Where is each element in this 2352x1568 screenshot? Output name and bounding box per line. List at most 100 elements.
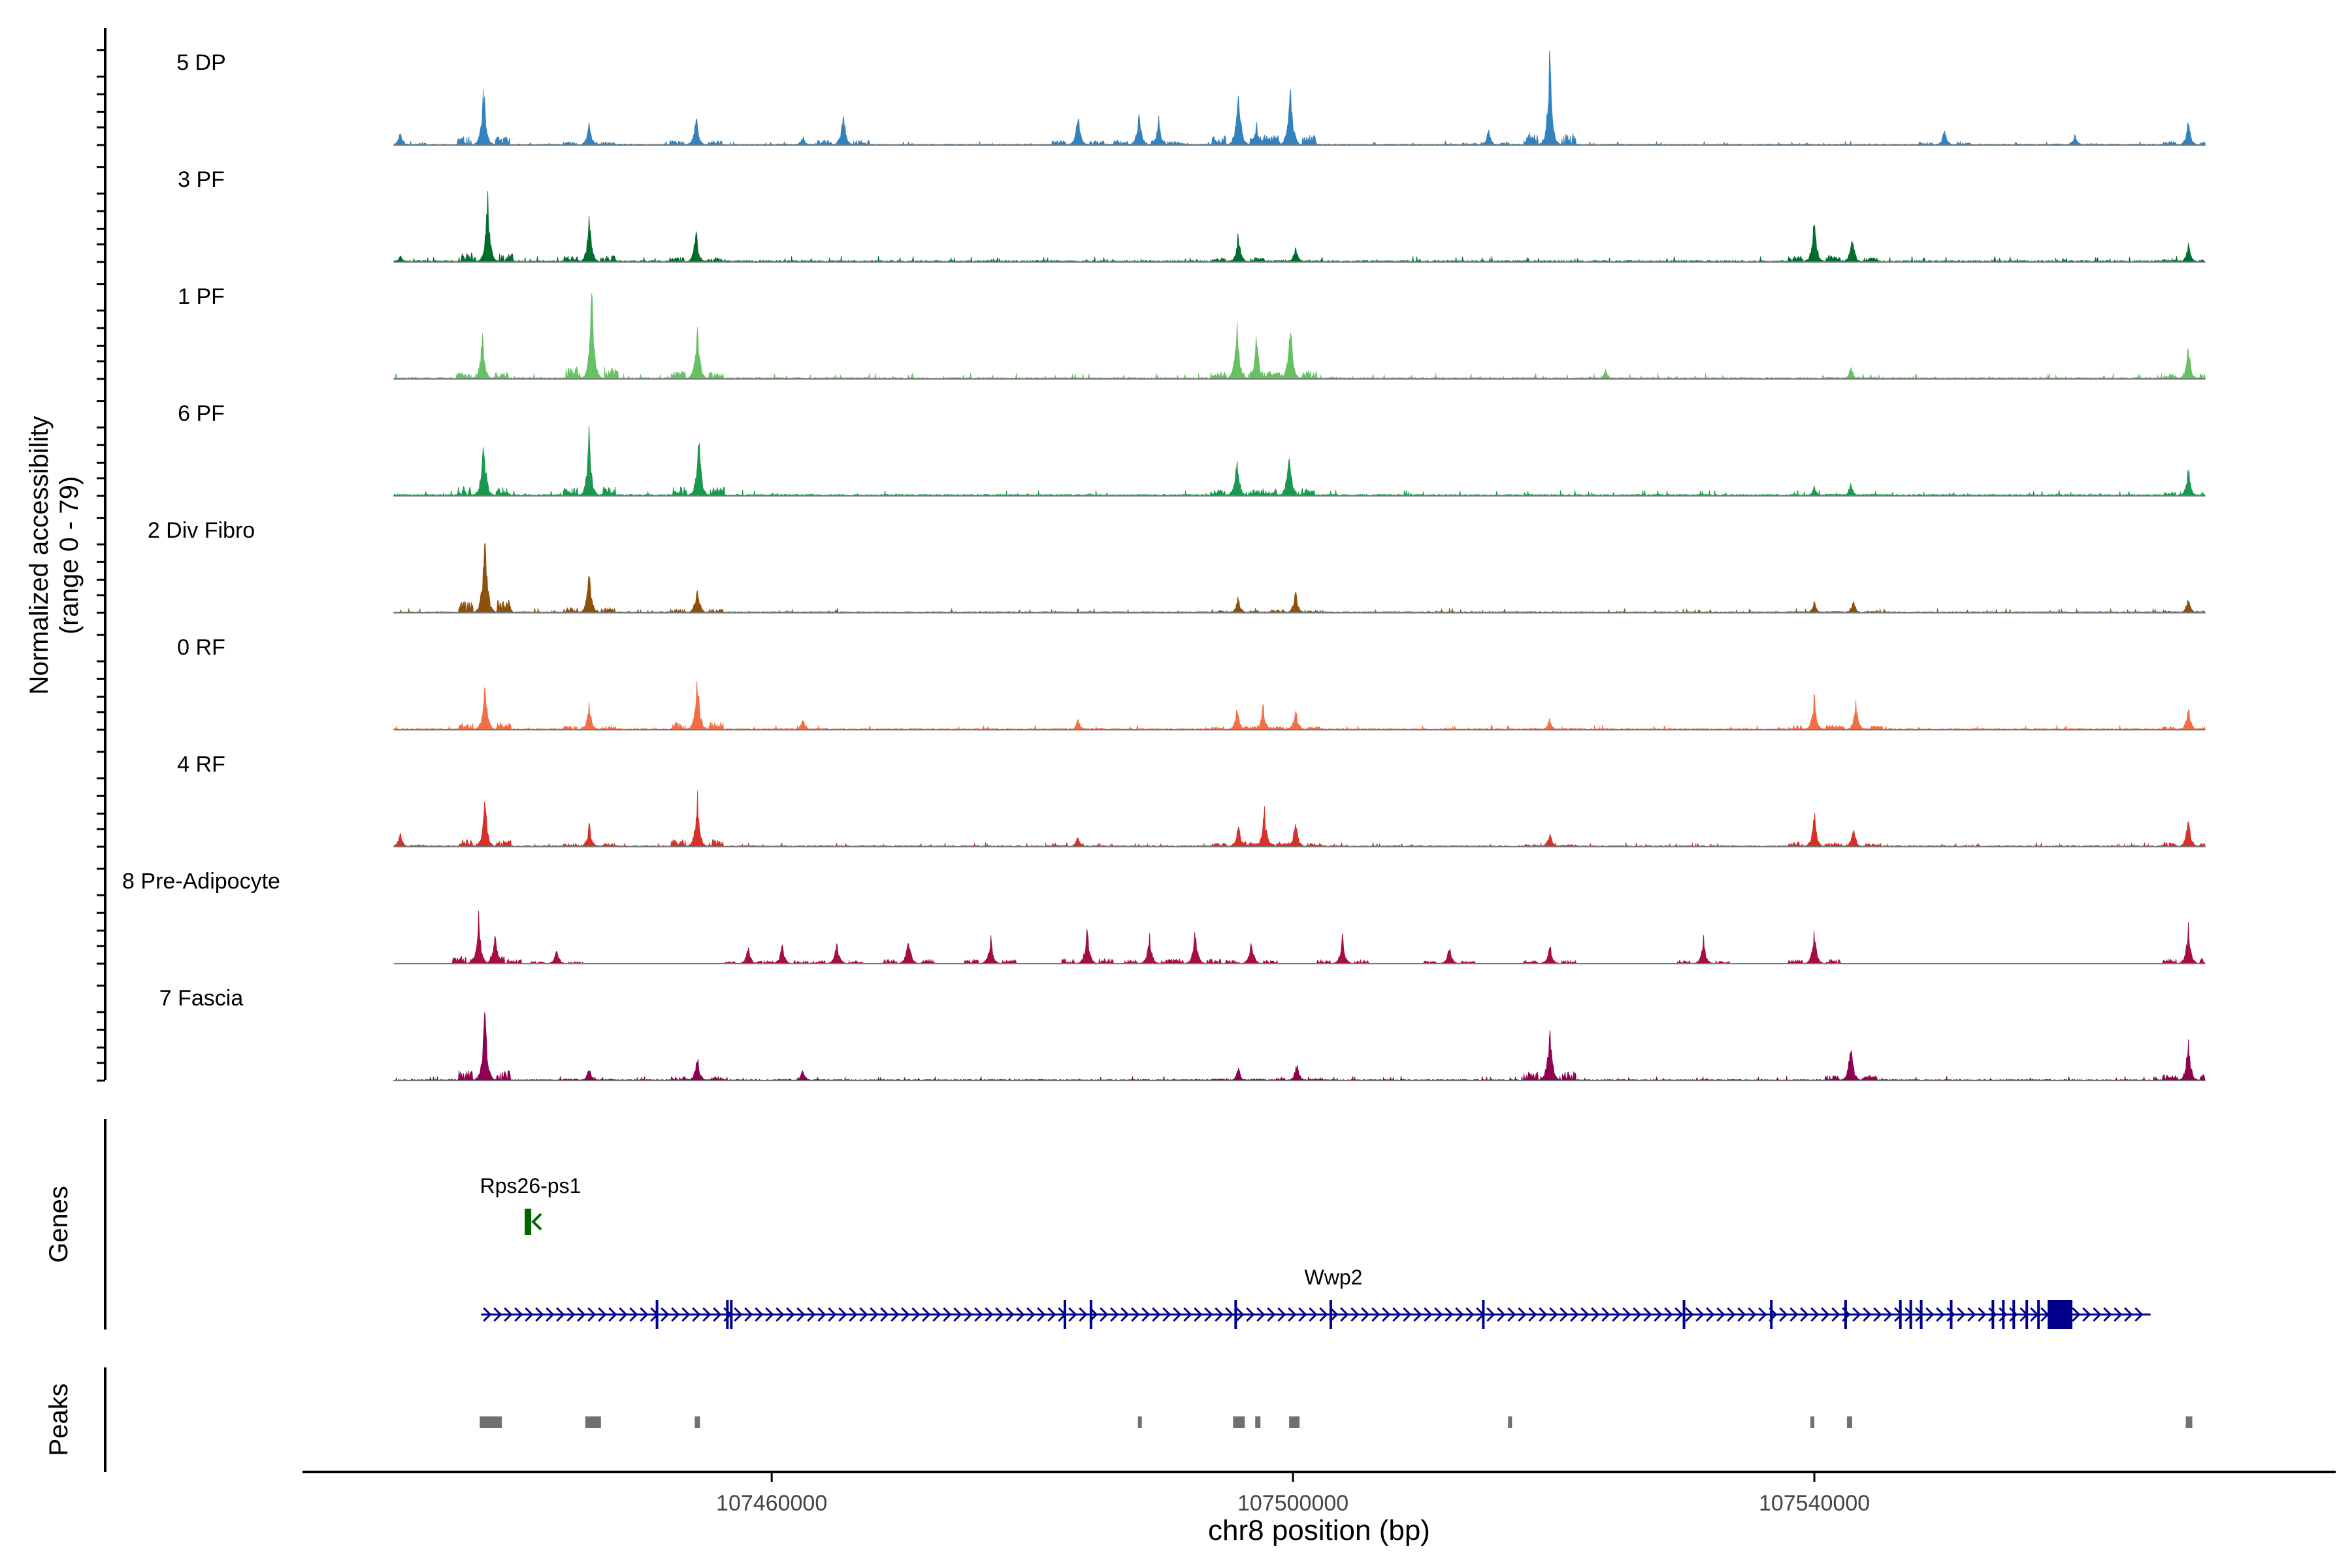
gene-exon [2012, 1300, 2016, 1329]
gene-strand-arrow [2114, 1307, 2123, 1322]
gene-strand-arrow [566, 1307, 576, 1322]
gene-strand-arrow [1831, 1307, 1840, 1322]
gene-strand-arrow [1068, 1307, 1077, 1322]
gene-strand-arrow [953, 1307, 962, 1322]
peak-region [1846, 1416, 1852, 1428]
gene-strand-arrow [1340, 1307, 1349, 1322]
gene-strand-arrow [608, 1307, 617, 1322]
gene-strand-arrow [2124, 1307, 2133, 1322]
gene-strand-arrow [943, 1307, 952, 1322]
gene-strand-arrow [734, 1307, 743, 1322]
gene-strand-arrow [1079, 1307, 1088, 1322]
peak-region [1810, 1416, 1815, 1428]
gene-strand-arrow [514, 1307, 523, 1322]
gene-exon [1770, 1300, 1773, 1329]
gene-strand-arrow [1852, 1307, 1861, 1322]
gene-strand-arrow [786, 1307, 795, 1322]
gene-exon [726, 1300, 729, 1329]
gene-strand-arrow [1465, 1307, 1475, 1322]
gene-strand-arrow [1131, 1307, 1140, 1322]
gene-strand-arrow [1298, 1307, 1307, 1322]
gene-strand-arrow [922, 1307, 931, 1322]
gene-exon [1909, 1300, 1912, 1329]
gene-exon [1234, 1300, 1237, 1329]
gene-strand-arrow [1392, 1307, 1401, 1322]
gene-exon [1919, 1300, 1923, 1329]
gene-exon [2025, 1300, 2029, 1329]
gene-strand-arrow [1277, 1307, 1286, 1322]
gene-strand-arrow [964, 1307, 973, 1322]
gene-strand-arrow [1884, 1307, 1893, 1322]
gene-exon-terminal [2048, 1300, 2073, 1329]
gene-strand-arrow [1821, 1307, 1830, 1322]
coverage-tracks: 5 DP 3 PF 1 PF 6 PF 2 Div Fibro 0 RF 4 RF 8 Pre… [122, 50, 2206, 1082]
gene-strand-arrow [1162, 1307, 1171, 1322]
gene-strand-arrow [974, 1307, 983, 1322]
gene-strand-arrow [828, 1307, 837, 1322]
x-axis-title: chr8 position (bp) [1208, 1514, 1430, 1546]
gene-strand-arrow [2009, 1307, 2018, 1322]
gene-strand-arrow [1978, 1307, 1987, 1322]
gene-strand-arrow [1674, 1307, 1684, 1322]
gene-strand-arrow [546, 1307, 555, 1322]
gene-strand-arrow [1256, 1307, 1266, 1322]
gene-exon [525, 1209, 532, 1235]
gene-strand-arrow [1413, 1307, 1422, 1322]
gene-strand-arrow [1539, 1307, 1548, 1322]
gene-strand-arrow [1601, 1307, 1610, 1322]
gene-exon [2037, 1300, 2040, 1329]
gene-strand-arrow [619, 1307, 628, 1322]
coverage-track: 0 RF [177, 635, 2206, 731]
gene-strand-arrow [1005, 1307, 1015, 1322]
gene-exon [730, 1300, 733, 1329]
track-label: 3 PF [178, 167, 225, 192]
coverage-track: 6 PF [178, 401, 2206, 497]
genes-panel: Rps26-ps1 Wwp2 [480, 1174, 2151, 1329]
gene-strand-arrow [1141, 1307, 1151, 1322]
gene-strand-arrow [1528, 1307, 1537, 1322]
coverage-track: 4 RF [177, 752, 2206, 847]
gene-wwp2: Wwp2 [481, 1266, 2151, 1329]
gene-exon [1991, 1300, 1995, 1329]
gene-strand-arrow [640, 1307, 649, 1322]
gene-strand-arrow [1445, 1307, 1454, 1322]
track-label: 5 DP [176, 50, 226, 75]
peak-region [1255, 1416, 1261, 1428]
coverage-axis-ticks [97, 49, 105, 1082]
gene-strand-arrow [1434, 1307, 1443, 1322]
gene-strand-arrow [1654, 1307, 1663, 1322]
coverage-track: 2 Div Fibro [148, 518, 2206, 613]
x-tick-label: 107500000 [1237, 1491, 1348, 1516]
gene-strand-arrow [870, 1307, 879, 1322]
x-tick-label: 107460000 [716, 1491, 827, 1516]
gene-strand-arrow [1988, 1307, 1997, 1322]
gene-strand-arrow [1800, 1307, 1809, 1322]
gene-strand-arrow [1873, 1307, 1882, 1322]
peak-region [694, 1416, 700, 1428]
gene-strand-arrow [1110, 1307, 1119, 1322]
gene-strand-arrow [1925, 1307, 1935, 1322]
gene-strand-arrow [1507, 1307, 1516, 1322]
gene-strand-arrow [1235, 1307, 1245, 1322]
gene-strand-arrow [493, 1307, 502, 1322]
gene-strand-arrow [1727, 1307, 1736, 1322]
x-axis-ticks: 107460000 107500000 107540000 [716, 1472, 1870, 1516]
gene-strand-arrow [1518, 1307, 1527, 1322]
gene-strand-arrow [1047, 1307, 1056, 1322]
gene-strand-arrow [995, 1307, 1004, 1322]
gene-strand-arrow [1863, 1307, 1872, 1322]
gene-strand-arrow [1371, 1307, 1380, 1322]
coverage-area [393, 50, 2206, 146]
gene-strand-arrow [1194, 1307, 1203, 1322]
gene-strand-arrow [1936, 1307, 1945, 1322]
gene-label: Rps26-ps1 [480, 1174, 581, 1198]
gene-strand-arrow [1622, 1307, 1631, 1322]
y-axis-title-line2: (range 0 - 79) [55, 476, 84, 634]
gene-strand-arrow [2103, 1307, 2112, 1322]
gene-exon [1482, 1300, 1485, 1329]
gene-strand-arrow [817, 1307, 826, 1322]
gene-exon [655, 1300, 659, 1329]
gene-exon [1844, 1300, 1847, 1329]
gene-strand-arrow [1706, 1307, 1715, 1322]
gene-strand-arrow [1612, 1307, 1621, 1322]
